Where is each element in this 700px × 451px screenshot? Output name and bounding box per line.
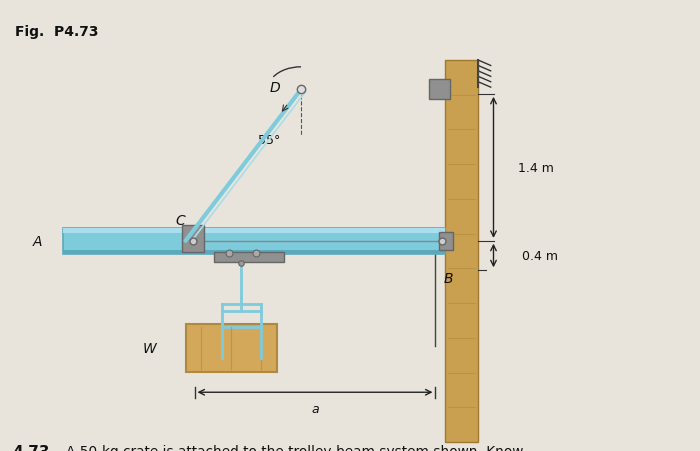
Text: 0.4 m: 0.4 m <box>522 249 557 262</box>
Text: 4.73: 4.73 <box>13 444 50 451</box>
Text: C: C <box>175 214 185 228</box>
Text: 55°: 55° <box>258 133 281 146</box>
Text: A: A <box>32 235 42 248</box>
Text: A 50-kg crate is attached to the trolley-beam system shown. Know-
ing that $a$ =: A 50-kg crate is attached to the trolley… <box>66 444 528 451</box>
Text: $a$: $a$ <box>311 402 319 415</box>
FancyBboxPatch shape <box>63 228 444 254</box>
FancyBboxPatch shape <box>182 225 204 252</box>
FancyBboxPatch shape <box>439 232 453 250</box>
FancyBboxPatch shape <box>444 61 478 442</box>
FancyBboxPatch shape <box>214 252 284 262</box>
FancyBboxPatch shape <box>429 80 450 100</box>
Text: Fig.  P4.73: Fig. P4.73 <box>15 25 99 39</box>
Text: W: W <box>142 341 156 355</box>
Text: 1.4 m: 1.4 m <box>518 161 554 175</box>
FancyBboxPatch shape <box>63 228 444 234</box>
Text: B: B <box>444 272 454 285</box>
Text: D: D <box>270 81 280 95</box>
FancyBboxPatch shape <box>63 250 444 254</box>
FancyBboxPatch shape <box>186 325 276 372</box>
